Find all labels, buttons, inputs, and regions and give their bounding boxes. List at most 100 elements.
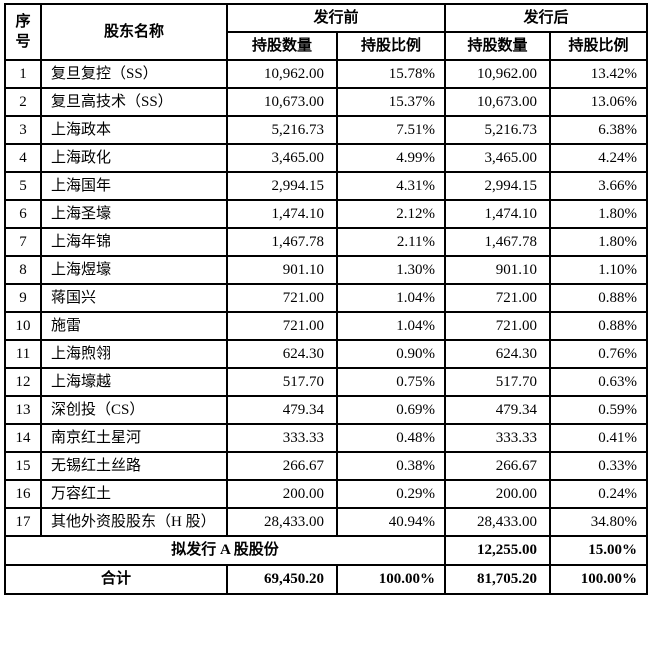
shareholder-name: 复旦复控（SS） [40,59,228,89]
header-post-ratio: 持股比例 [549,31,649,61]
row-number: 7 [4,227,42,257]
post-shares: 479.34 [444,395,552,425]
shareholder-name: 施雷 [40,311,228,341]
pre-ratio: 7.51% [335,115,447,145]
post-shares: 721.00 [444,283,552,313]
table-row: 13 深创投（CS） 479.34 0.69% 479.34 0.59% [4,395,649,425]
pre-ratio: 4.31% [335,171,447,201]
pre-shares: 10,962.00 [226,59,338,89]
row-number: 14 [4,423,42,453]
table-row: 10 施雷 721.00 1.04% 721.00 0.88% [4,311,649,341]
table-row: 14 南京红土星河 333.33 0.48% 333.33 0.41% [4,423,649,453]
post-shares: 3,465.00 [444,143,552,173]
table-row: 7 上海年锦 1,467.78 2.11% 1,467.78 1.80% [4,227,649,257]
shareholder-name: 上海政化 [40,143,228,173]
post-ratio: 0.41% [549,423,649,453]
header-pre-ratio: 持股比例 [335,31,447,61]
shareholder-name: 蒋国兴 [40,283,228,313]
table-row: 16 万容红土 200.00 0.29% 200.00 0.24% [4,479,649,509]
header-post-shares: 持股数量 [444,31,552,61]
total-row: 合计 69,450.20 100.00% 81,705.20 100.00% [4,564,649,595]
pre-ratio: 0.38% [335,451,447,481]
pre-shares: 517.70 [226,367,338,397]
pre-shares: 200.00 [226,479,338,509]
shareholder-name: 其他外资股股东（H 股） [40,507,228,537]
post-shares: 5,216.73 [444,115,552,145]
header-row-number: 序号 [4,3,42,61]
planned-post-shares: 12,255.00 [444,535,552,566]
row-number: 2 [4,87,42,117]
pre-ratio: 15.78% [335,59,447,89]
total-label: 合计 [4,564,228,595]
row-number: 4 [4,143,42,173]
shareholder-name: 上海政本 [40,115,228,145]
post-shares: 200.00 [444,479,552,509]
post-shares: 10,673.00 [444,87,552,117]
pre-ratio: 1.04% [335,283,447,313]
post-ratio: 34.80% [549,507,649,537]
header-shareholder-name: 股东名称 [40,3,228,61]
header-group-post-issuance: 发行后 [444,3,649,33]
row-number: 11 [4,339,42,369]
pre-ratio: 0.90% [335,339,447,369]
table-row: 17 其他外资股股东（H 股） 28,433.00 40.94% 28,433.… [4,507,649,537]
pre-shares: 1,467.78 [226,227,338,257]
post-ratio: 0.63% [549,367,649,397]
pre-shares: 721.00 [226,283,338,313]
planned-a-share-label: 拟发行 A 股股份 [3,535,447,566]
post-shares: 624.30 [444,339,552,369]
post-shares: 901.10 [444,255,552,285]
post-shares: 28,433.00 [444,507,552,537]
table-row: 4 上海政化 3,465.00 4.99% 3,465.00 4.24% [4,143,649,173]
pre-shares: 479.34 [226,395,338,425]
header-row-subcolumns: 持股数量 持股比例 持股数量 持股比例 [5,31,649,61]
shareholder-name: 上海圣壕 [40,199,228,229]
total-pre-shares: 69,450.20 [226,564,338,595]
post-ratio: 6.38% [549,115,649,145]
pre-ratio: 2.12% [335,199,447,229]
pre-ratio: 0.48% [335,423,447,453]
planned-a-share-row: 拟发行 A 股股份 12,255.00 15.00% [3,535,649,566]
pre-ratio: 0.75% [335,367,447,397]
row-number: 6 [4,199,42,229]
shareholder-name: 深创投（CS） [40,395,228,425]
planned-post-ratio: 15.00% [549,535,649,566]
row-number: 17 [4,507,42,537]
pre-ratio: 0.29% [335,479,447,509]
post-ratio: 0.59% [549,395,649,425]
table-row: 11 上海煦翎 624.30 0.90% 624.30 0.76% [4,339,649,369]
pre-shares: 1,474.10 [226,199,338,229]
post-ratio: 0.33% [549,451,649,481]
post-ratio: 13.42% [549,59,649,89]
pre-ratio: 2.11% [335,227,447,257]
table-row: 6 上海圣壕 1,474.10 2.12% 1,474.10 1.80% [4,199,649,229]
row-number: 10 [4,311,42,341]
pre-ratio: 4.99% [335,143,447,173]
pre-shares: 2,994.15 [226,171,338,201]
table-row: 3 上海政本 5,216.73 7.51% 5,216.73 6.38% [4,115,649,145]
shareholder-name: 万容红土 [40,479,228,509]
table-row: 2 复旦高技术（SS） 10,673.00 15.37% 10,673.00 1… [4,87,649,117]
pre-shares: 266.67 [226,451,338,481]
post-shares: 10,962.00 [444,59,552,89]
table-row: 8 上海煜壕 901.10 1.30% 901.10 1.10% [4,255,649,285]
shareholder-structure-table: 序号 股东名称 发行前 发行后 持股数量 持股比例 持股数量 持股比例 1 复旦… [3,3,649,595]
post-shares: 517.70 [444,367,552,397]
post-ratio: 0.88% [549,311,649,341]
row-number: 15 [4,451,42,481]
shareholder-name: 上海煦翎 [40,339,228,369]
header-pre-shares: 持股数量 [226,31,338,61]
row-number: 8 [4,255,42,285]
pre-ratio: 1.04% [335,311,447,341]
pre-shares: 3,465.00 [226,143,338,173]
post-ratio: 1.80% [549,227,649,257]
total-post-shares: 81,705.20 [444,564,552,595]
row-number: 16 [4,479,42,509]
shareholder-name: 南京红土星河 [40,423,228,453]
shareholder-name: 上海壕越 [40,367,228,397]
table-row: 1 复旦复控（SS） 10,962.00 15.78% 10,962.00 13… [4,59,649,89]
total-pre-ratio: 100.00% [335,564,447,595]
post-shares: 1,474.10 [444,199,552,229]
pre-shares: 901.10 [226,255,338,285]
post-ratio: 0.76% [549,339,649,369]
